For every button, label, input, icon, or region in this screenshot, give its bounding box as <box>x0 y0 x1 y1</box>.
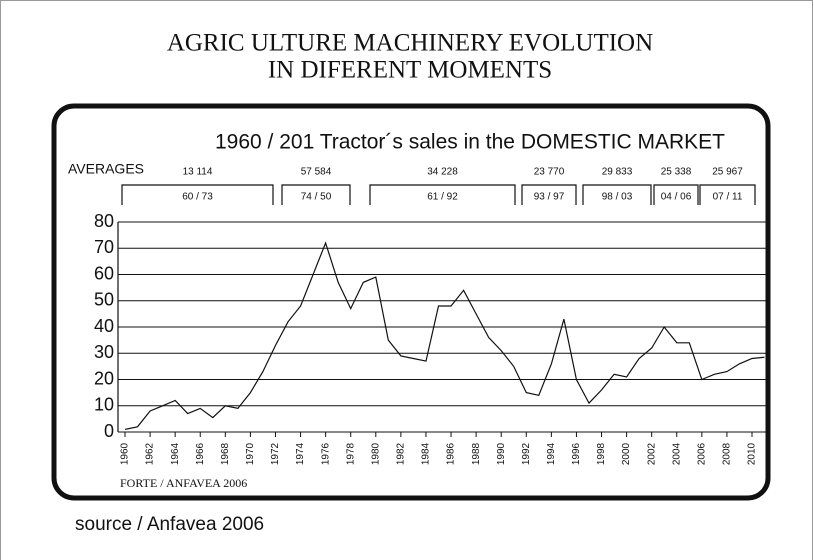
source: source / Anfavea 2006 <box>75 514 264 535</box>
x-tick-label: 1982 <box>396 442 407 465</box>
period-label: 61 / 92 <box>427 192 458 203</box>
subtitle: 1960 / 201 Tractor´s sales in the DOMEST… <box>215 131 725 154</box>
chart-box <box>51 103 771 501</box>
period-bracket <box>653 184 699 205</box>
averages-label: AVERAGES <box>68 161 144 177</box>
y-tick-label: 40 <box>94 316 114 336</box>
x-tick-label: 1960 <box>120 442 131 465</box>
chart-title: AGRIC ULTURE MACHINERY EVOLUTION <box>167 30 653 57</box>
x-tick-label: 1964 <box>170 442 181 465</box>
period-label: 60 / 73 <box>182 192 213 203</box>
x-tick-label: 2004 <box>671 442 682 465</box>
x-tick-label: 1978 <box>345 442 356 465</box>
period-average: 25 338 <box>661 167 692 178</box>
period-label: 98 / 03 <box>602 192 633 203</box>
period-bracket <box>582 184 652 205</box>
x-tick-label: 1966 <box>195 442 206 465</box>
period-average: 57 584 <box>301 167 332 178</box>
period-bracket <box>699 184 756 205</box>
period-average: 23 770 <box>534 167 565 178</box>
data-line <box>124 241 765 430</box>
period-label: 04 / 06 <box>661 192 692 203</box>
x-tick-label: 1984 <box>421 442 432 465</box>
x-tick-label: 1972 <box>270 442 281 465</box>
period-label: 93 / 97 <box>534 192 565 203</box>
period-average: 34 228 <box>427 167 458 178</box>
chart-title: IN DIFERENT MOMENTS <box>268 57 552 84</box>
period-label: 74 / 50 <box>301 192 332 203</box>
x-tick-label: 1986 <box>446 442 457 465</box>
period-label: 07 / 11 <box>713 192 743 203</box>
y-tick-label: 50 <box>94 290 114 310</box>
x-tick-label: 1974 <box>295 442 306 465</box>
period-bracket <box>281 184 351 205</box>
x-tick-label: 2002 <box>646 442 657 465</box>
period-bracket <box>121 184 274 205</box>
x-tick-label: 1976 <box>320 442 331 465</box>
period-bracket <box>369 184 516 205</box>
y-tick-label: 0 <box>104 421 114 441</box>
x-tick-label: 1970 <box>245 442 256 465</box>
x-tick-label: 2000 <box>621 442 632 465</box>
x-tick-label: 2006 <box>696 442 707 465</box>
x-tick-label: 1996 <box>571 442 582 465</box>
x-tick-label: 1994 <box>546 442 557 465</box>
x-tick-label: 1980 <box>370 442 381 465</box>
x-tick-label: 1968 <box>220 442 231 465</box>
y-tick-label: 20 <box>94 368 114 388</box>
y-tick-label: 80 <box>94 211 114 231</box>
period-average: 25 967 <box>712 167 743 178</box>
period-average: 29 833 <box>602 167 633 178</box>
y-tick-label: 30 <box>94 342 114 362</box>
x-tick-label: 1992 <box>521 442 532 465</box>
y-tick-label: 70 <box>94 237 114 257</box>
y-tick-label: 60 <box>94 263 114 283</box>
period-bracket <box>521 184 577 205</box>
x-tick-label: 2010 <box>747 442 758 465</box>
y-tick-label: 10 <box>94 395 114 415</box>
x-tick-label: 1998 <box>596 442 607 465</box>
period-average: 13 114 <box>183 167 213 178</box>
x-tick-label: 2008 <box>722 442 733 465</box>
note: FORTE / ANFAVEA 2006 <box>120 476 247 490</box>
x-tick-label: 1962 <box>145 442 156 465</box>
x-tick-label: 1990 <box>496 442 507 465</box>
x-tick-label: 1988 <box>471 442 482 465</box>
